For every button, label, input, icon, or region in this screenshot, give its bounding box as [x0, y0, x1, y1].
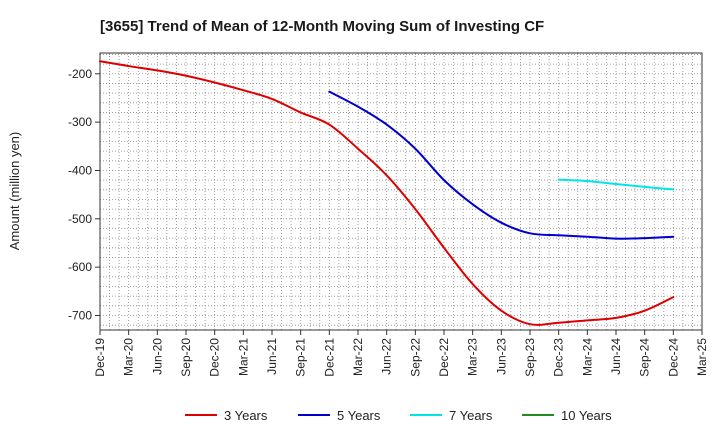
x-tick-label: Jun-20 — [150, 338, 164, 375]
y-tick-label: -600 — [68, 260, 92, 274]
x-tick-label: Jun-21 — [265, 338, 279, 375]
series-line-5-years — [328, 90, 675, 240]
x-tick-label: Jun-24 — [609, 338, 623, 375]
chart-title: [3655] Trend of Mean of 12-Month Moving … — [100, 18, 544, 35]
x-tick-label: Mar-25 — [695, 338, 709, 376]
x-tick-label: Dec-19 — [93, 338, 107, 377]
x-tick-label: Sep-22 — [408, 338, 422, 377]
x-tick-label: Dec-20 — [208, 338, 222, 377]
x-tick-label: Dec-24 — [666, 338, 680, 377]
x-tick-label: Sep-20 — [179, 338, 193, 377]
legend-label-10-years: 10 Years — [561, 408, 612, 423]
plot-area: -200 -300 -400 -500 -600 -700 Dec-19 Mar-20 Jun-… — [68, 52, 709, 377]
x-tick-label: Mar-21 — [236, 338, 250, 376]
series-line-3-years — [99, 60, 675, 326]
legend-label-5-years: 5 Years — [337, 408, 381, 423]
y-tick-label: -500 — [68, 212, 92, 226]
x-tick-label: Sep-21 — [294, 338, 308, 377]
x-tick-label: Jun-23 — [494, 338, 508, 375]
x-tick-label: Sep-23 — [523, 338, 537, 377]
x-tick-label: Mar-22 — [351, 338, 365, 376]
x-tick-label: Mar-20 — [122, 338, 136, 376]
x-tick-label: Dec-21 — [322, 338, 336, 377]
y-tick-label: -300 — [68, 115, 92, 129]
legend-label-3-years: 3 Years — [224, 408, 268, 423]
plot-frame — [99, 52, 703, 331]
x-tick-label: Dec-22 — [437, 338, 451, 377]
x-tick-label: Mar-23 — [466, 338, 480, 376]
x-tick-label: Dec-23 — [552, 338, 566, 377]
legend-label-7-years: 7 Years — [449, 408, 493, 423]
y-axis-label: Amount (million yen) — [7, 132, 22, 251]
y-tick-label: -400 — [68, 163, 92, 177]
x-tick-label: Mar-24 — [580, 338, 594, 376]
x-tick-label: Jun-22 — [380, 338, 394, 375]
legend: 3 Years 5 Years 7 Years 10 Years — [185, 408, 612, 423]
series-line-7-years — [557, 178, 675, 191]
y-tick-label: -200 — [68, 67, 92, 81]
x-tick-label: Sep-24 — [638, 338, 652, 377]
y-tick-label: -700 — [68, 308, 92, 322]
